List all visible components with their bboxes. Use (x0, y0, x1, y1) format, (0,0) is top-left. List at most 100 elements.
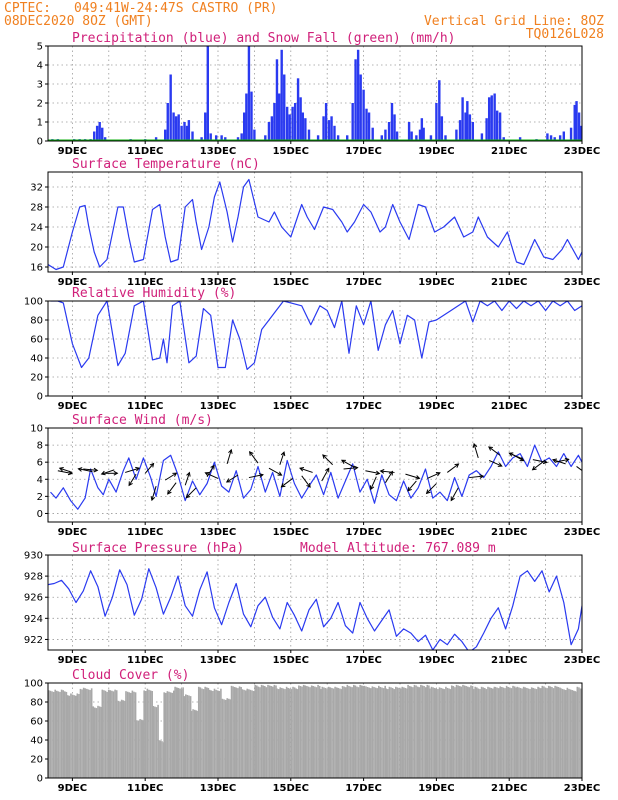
cloud-bar (89, 690, 91, 778)
wind-arrow-head (531, 465, 537, 471)
cloud-bar (90, 688, 93, 778)
cloud-bar (161, 741, 163, 778)
precip-bar (407, 122, 411, 141)
cloud-bar (516, 686, 519, 778)
precip-bar (270, 116, 274, 141)
precip-bar (191, 131, 194, 141)
cloud-xtick-label: 23DEC (564, 783, 600, 794)
cloud-bar (530, 687, 533, 778)
cloud-bar (122, 700, 125, 778)
precip-bar (455, 129, 458, 141)
cloud-bar (507, 686, 510, 778)
precip-bar (247, 46, 251, 141)
cloud-bar (260, 684, 263, 778)
cloud-bar (254, 684, 256, 778)
cloud-ytick-label: 20 (30, 755, 43, 766)
cloud-bar (465, 686, 467, 778)
wind-arrow (322, 454, 334, 466)
cloud-bar (428, 685, 430, 778)
wind-arrow-head (379, 469, 385, 474)
cloud-bar (315, 687, 318, 778)
wind-arrow-head (185, 493, 191, 499)
cloud-bar (357, 687, 360, 778)
cloud-bar (374, 687, 377, 778)
cloud-bar (172, 690, 175, 778)
cloud-bar (329, 687, 332, 778)
cloud-title: Cloud Cover (%) (72, 668, 189, 683)
precip-bar (356, 49, 360, 141)
cloud-bar (490, 687, 492, 778)
cloud-bar (474, 686, 476, 778)
precipitation-ytick-label: 5 (37, 42, 43, 53)
cloud-bar (143, 690, 145, 778)
precip-bar (291, 106, 294, 141)
wind-arrow-head (552, 458, 558, 463)
wind-arrow-head (435, 471, 441, 477)
cloud-bar (199, 687, 202, 778)
precipitation-ytick-label: 0 (37, 137, 43, 148)
cloud-bar (535, 689, 538, 778)
cloud-bar (189, 696, 192, 778)
cloud-bar (159, 740, 162, 778)
precip-bar (164, 129, 167, 141)
cloud-bar (126, 691, 129, 778)
cloud-frame (47, 682, 583, 779)
precip-bar (367, 112, 371, 141)
precip-bar (253, 129, 256, 141)
humidity-ytick-label: 60 (30, 335, 43, 346)
precip-bar (429, 135, 433, 141)
cloud-bar (547, 685, 550, 778)
precip-bar (240, 133, 243, 141)
wind-arrow-head (508, 452, 514, 457)
cloud-bar (74, 695, 77, 778)
temperature-xtick-label: 15DEC (273, 277, 309, 288)
precip-bar (575, 101, 578, 141)
cloud-bar (289, 688, 291, 778)
cloud-bar (471, 686, 474, 778)
wind-arrow (447, 463, 459, 473)
humidity-xtick-label: 21DEC (491, 401, 527, 412)
wind-arrow-head (225, 478, 231, 483)
precip-bar (354, 59, 357, 141)
humidity-xtick-label: 23DEC (564, 401, 600, 412)
precip-bar (464, 112, 467, 141)
wind-arrow-head (519, 456, 525, 462)
temperature-plot (48, 172, 582, 272)
pressure-plot (48, 555, 582, 650)
cloud-bar (57, 691, 60, 778)
precip-bar (169, 74, 172, 141)
cloud-bar (84, 688, 87, 778)
cloud-bar (371, 686, 374, 778)
cloud-bar (255, 685, 258, 778)
wind-arrow-head (325, 467, 330, 473)
cloud-bar (460, 686, 463, 778)
cloud-bar (504, 688, 506, 778)
cloud-bar (346, 684, 349, 778)
cloud-bar (546, 688, 548, 778)
cloud-bar (552, 688, 555, 778)
cloud-bar (331, 687, 333, 778)
cloud-bar (332, 688, 335, 778)
cloud-bar (480, 686, 483, 778)
cloud-bar (52, 691, 55, 778)
cloud-bar (92, 706, 95, 778)
cloud-bar (408, 686, 411, 778)
cloud-xtick-label: 15DEC (273, 783, 309, 794)
cloud-bar (502, 687, 505, 778)
wind-arrow (299, 467, 313, 473)
cloud-bar (232, 686, 234, 778)
cloud-bar (391, 687, 394, 778)
cloud-bar (233, 686, 236, 778)
precip-bar (485, 118, 488, 141)
wind-arrow-head (210, 464, 215, 470)
wind-arrow (151, 485, 157, 501)
precip-bar (183, 122, 186, 141)
cloud-bar (393, 689, 396, 778)
wind-arrow (128, 473, 137, 486)
wind-arrow (249, 451, 259, 464)
precip-bar (214, 135, 218, 141)
wind-arrow-head (172, 472, 178, 477)
wind-arrow-head (280, 482, 286, 488)
cloud-bar (512, 685, 514, 778)
wind-xtick-label: 15DEC (273, 527, 309, 538)
